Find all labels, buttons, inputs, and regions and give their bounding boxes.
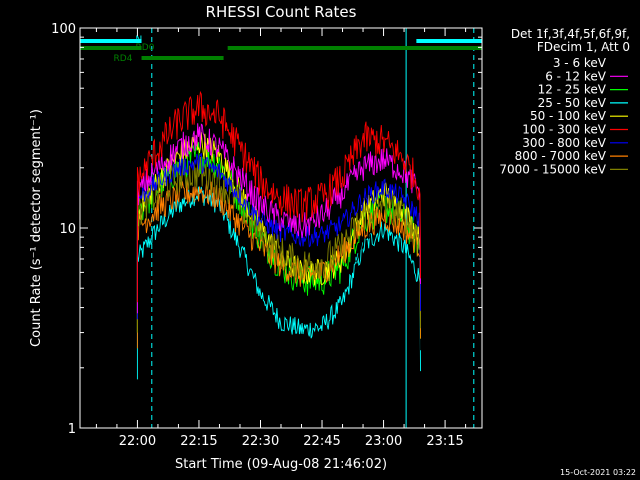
x-tick-label: 22:15 — [180, 434, 217, 449]
footer-date: 15-Oct-2021 03:22 — [560, 468, 636, 477]
legend-entry-label: 12 - 25 keV — [538, 83, 607, 97]
x-axis-label: Start Time (09-Aug-08 21:46:02) — [175, 457, 387, 472]
attenuator-bar-label: RD0 — [136, 43, 155, 53]
y-axis-label: Count Rate (s⁻¹ detector segment⁻¹) — [29, 109, 44, 347]
series-line — [136, 153, 421, 320]
legend-entry-label: 50 - 100 keV — [530, 109, 607, 123]
attenuator-bar-label: RD4 — [114, 54, 133, 64]
legend-entry-label: 300 - 800 keV — [522, 136, 606, 150]
legend-entry-label: 25 - 50 keV — [538, 96, 607, 110]
legend-header-line: Det 1f,3f,4f,5f,6f,9f, — [511, 27, 630, 41]
legend-entry-label: 6 - 12 keV — [545, 69, 607, 83]
y-tick-label: 100 — [51, 22, 76, 37]
chart-title: RHESSI Count Rates — [206, 3, 357, 21]
attenuator-bar-label: N — [136, 35, 143, 45]
x-tick-label: 23:15 — [426, 434, 463, 449]
legend-header-line: FDecim 1, Att 0 — [537, 40, 630, 54]
series-line — [136, 123, 421, 314]
legend-entry-label: 7000 - 15000 keV — [499, 162, 606, 176]
x-tick-label: 22:30 — [242, 434, 279, 449]
x-tick-label: 23:00 — [365, 434, 402, 449]
legend-entry-label: 100 - 300 keV — [522, 123, 606, 137]
x-tick-label: 22:00 — [119, 434, 156, 449]
y-tick-label: 1 — [68, 422, 76, 437]
series-line — [136, 90, 421, 303]
axes: 1 10 100 22:00 22:15 22:30 22:45 23:00 23:15 — [51, 22, 482, 449]
series-line — [136, 180, 421, 349]
x-tick-label: 22:45 — [303, 434, 340, 449]
legend: Det 1f,3f,4f,5f,6f,9f,FDecim 1, Att 0 3 -… — [499, 27, 630, 176]
legend-entry-label: 800 - 7000 keV — [515, 149, 607, 163]
series-line — [136, 156, 421, 333]
legend-entry-label: 3 - 6 keV — [553, 56, 607, 70]
y-tick-label: 10 — [59, 222, 76, 237]
series-line — [136, 186, 421, 380]
